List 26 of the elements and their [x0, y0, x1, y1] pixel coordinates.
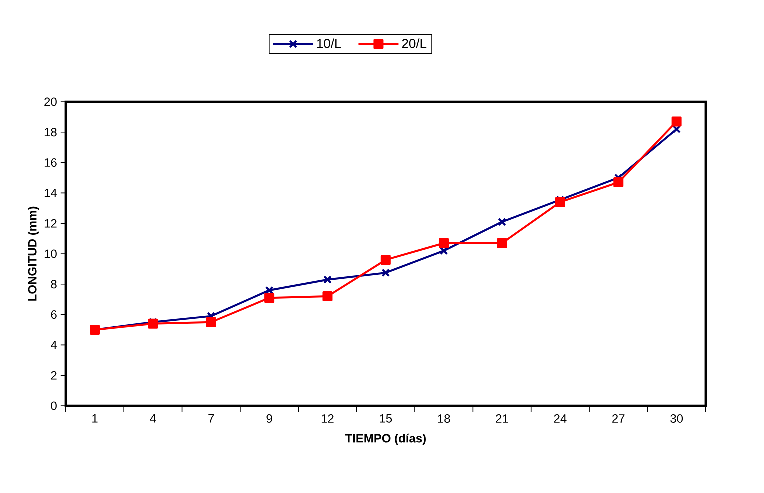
- x-tick-label: 27: [612, 414, 625, 423]
- x-axis-title: TIEMPO (días): [345, 434, 426, 446]
- x-tick-label: 30: [670, 414, 684, 424]
- y-tick-label: 16: [44, 158, 57, 168]
- x-tick-label: 21: [496, 414, 508, 423]
- x-tick-label: 1: [92, 414, 98, 423]
- y-tick-label: 14: [44, 189, 58, 198]
- legend-label: 20/L: [402, 38, 427, 48]
- x-tick-label: 4: [150, 414, 156, 423]
- y-tick-label: 18: [44, 128, 57, 137]
- y-axis-title: LONGITUD (mm): [28, 206, 40, 301]
- x-tick-label: 15: [380, 414, 392, 423]
- y-tick-label: 6: [51, 310, 57, 320]
- y-tick-label: 8: [51, 280, 57, 289]
- y-tick-label: 10: [44, 250, 57, 258]
- y-tick-label: 2: [51, 371, 57, 380]
- x-tick-label: 7: [208, 414, 214, 423]
- y-tick-label: 4: [50, 341, 58, 350]
- x-tick-label: 24: [554, 414, 567, 423]
- legend-label: 10/L: [317, 38, 342, 48]
- x-tick-label: 9: [266, 414, 272, 424]
- y-tick-label: 20: [44, 98, 57, 106]
- y-tick-label: 0: [51, 402, 57, 410]
- x-tick-label: 12: [322, 414, 334, 423]
- x-tick-label: 18: [438, 414, 450, 424]
- y-tick-label: 12: [44, 219, 57, 228]
